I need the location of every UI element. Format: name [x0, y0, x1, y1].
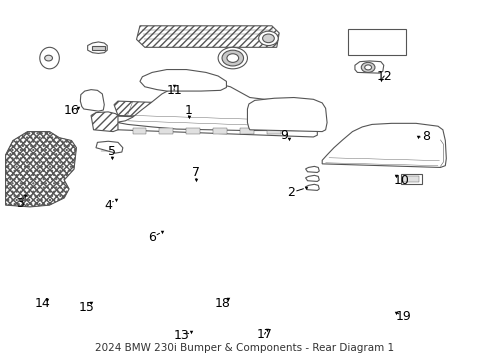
Polygon shape [355, 61, 384, 73]
Polygon shape [96, 141, 123, 153]
Polygon shape [118, 82, 318, 131]
Polygon shape [137, 26, 279, 47]
Bar [240, 128, 254, 134]
Text: 2024 BMW 230i Bumper & Components - Rear Diagram 1: 2024 BMW 230i Bumper & Components - Rear… [96, 343, 394, 353]
Circle shape [227, 54, 239, 62]
Circle shape [218, 47, 247, 69]
Polygon shape [306, 166, 319, 172]
Text: 1: 1 [185, 104, 193, 117]
Polygon shape [92, 45, 105, 50]
Polygon shape [322, 123, 446, 167]
Text: 18: 18 [215, 297, 231, 310]
Text: 17: 17 [257, 328, 272, 341]
Text: 12: 12 [376, 69, 392, 82]
Text: 16: 16 [64, 104, 79, 117]
Bar [401, 174, 422, 184]
Ellipse shape [40, 47, 59, 69]
Polygon shape [88, 42, 107, 53]
Circle shape [45, 55, 52, 61]
Polygon shape [91, 112, 118, 132]
Text: 10: 10 [393, 174, 409, 186]
Bar [159, 128, 173, 134]
Text: 15: 15 [78, 301, 94, 314]
Polygon shape [306, 175, 319, 181]
Polygon shape [80, 90, 104, 111]
Bar [133, 128, 147, 134]
Text: 2: 2 [288, 186, 295, 199]
Text: 11: 11 [166, 84, 182, 97]
Polygon shape [247, 98, 327, 132]
Text: 19: 19 [396, 310, 412, 323]
Text: 14: 14 [34, 297, 50, 310]
Circle shape [222, 50, 244, 66]
Text: 9: 9 [280, 129, 288, 142]
Text: 3: 3 [16, 197, 24, 210]
Circle shape [361, 62, 375, 72]
Bar [347, 30, 406, 55]
Polygon shape [140, 69, 226, 91]
Polygon shape [306, 184, 319, 190]
Bar [186, 128, 200, 134]
Polygon shape [114, 116, 318, 137]
Text: 13: 13 [173, 329, 189, 342]
Text: 5: 5 [108, 145, 116, 158]
Circle shape [263, 34, 274, 42]
Text: 7: 7 [192, 166, 200, 179]
Polygon shape [114, 101, 316, 123]
Text: 6: 6 [148, 231, 156, 244]
Circle shape [365, 65, 371, 70]
Text: 8: 8 [422, 130, 430, 144]
Polygon shape [5, 132, 76, 207]
Bar [213, 128, 227, 134]
Bar [267, 128, 281, 134]
Circle shape [259, 31, 278, 45]
Text: 4: 4 [104, 199, 112, 212]
Bar [403, 176, 419, 182]
